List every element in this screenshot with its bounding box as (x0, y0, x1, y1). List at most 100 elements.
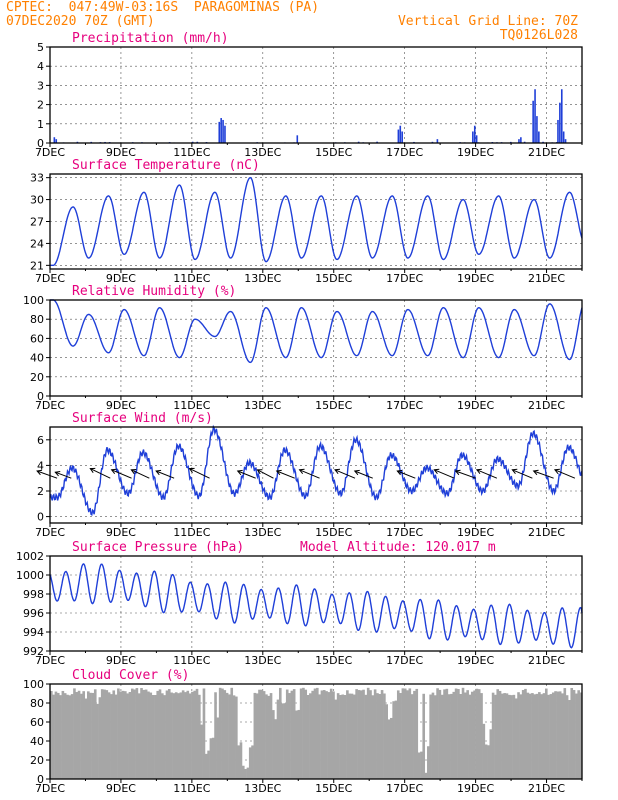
y-tick-label: 100 (23, 678, 44, 691)
y-tick-label: 1000 (16, 569, 44, 582)
cloud-bar (334, 699, 338, 779)
humidity-line (50, 299, 583, 364)
wind-arrow-head (54, 471, 61, 477)
cloud-bar (371, 695, 375, 779)
cloud-bar (137, 693, 141, 779)
cloud-bar (230, 687, 234, 779)
wind-arrow-shaft (237, 470, 256, 479)
cloud-bar (579, 692, 583, 779)
cloud-bar (288, 693, 291, 779)
wind-arrow-head (89, 467, 96, 473)
panel-rh: 0 20 40 60 80 100 7DEC 9DEC 11DEC 13DEC 15DEC 17DEC… (23, 284, 583, 412)
cloud-bar (348, 693, 351, 779)
panel-wind: 0 2 4 6 7DEC 9DEC 11DEC 13DEC 15DEC 17DEC 19DEC 21D… (35, 411, 583, 539)
wind-arrow-head (553, 468, 560, 475)
cloud-bar (535, 693, 539, 779)
y-tick-label: 27 (30, 216, 44, 229)
cloud-bar (200, 724, 203, 779)
cloud-bar (572, 690, 576, 779)
cloud-bar (575, 693, 578, 779)
wind-arrow-head (236, 469, 243, 476)
cloud-bar (385, 704, 388, 779)
x-tick-label: 13DEC (244, 654, 281, 667)
cloud-bar (170, 692, 173, 779)
cloud-bar (221, 688, 224, 779)
cloud-bar (332, 691, 335, 779)
y-tick-label: 0 (37, 390, 44, 403)
cloud-bar (80, 693, 83, 779)
wind-arrow (275, 469, 295, 479)
cloud-bar (290, 690, 294, 779)
cloud-bar (278, 687, 282, 779)
y-tick-label: 40 (30, 735, 44, 748)
cloud-bar (329, 688, 333, 779)
wind-arrow (256, 469, 274, 479)
cloud-bar (383, 693, 386, 779)
cloud-bar (124, 691, 127, 779)
cloud-bar (433, 695, 437, 779)
wind-arrow (433, 468, 455, 479)
cloud-bar (498, 690, 502, 779)
x-tick-label: 13DEC (244, 146, 281, 159)
cloud-bar (558, 691, 562, 779)
cloud-bar (484, 744, 488, 779)
x-tick-label: 15DEC (315, 146, 352, 159)
cloud-bar (239, 742, 243, 779)
cloud-bar (394, 700, 398, 779)
cloud-bar (505, 693, 509, 779)
cloud-bar (204, 753, 208, 779)
cloud-bar (512, 694, 516, 779)
x-tick-label: 9DEC (106, 526, 136, 539)
precip-bar (520, 137, 522, 143)
cloud-bar (311, 690, 314, 779)
x-tick-label: 17DEC (386, 146, 423, 159)
cloud-bar (528, 693, 532, 779)
wind-arrow-head (532, 469, 539, 476)
cloud-bar (244, 768, 247, 779)
cloud-bar (56, 692, 60, 779)
cloud-bar (87, 691, 90, 779)
cloud-bar (292, 689, 296, 779)
cloud-bar (306, 695, 310, 779)
x-tick-label: 15DEC (315, 654, 352, 667)
cloud-bar (507, 694, 511, 779)
cloud-bar (563, 688, 567, 779)
wind-arrow-shaft (476, 469, 498, 479)
wind-speed-line (49, 424, 583, 517)
wind-arrow (475, 468, 498, 479)
x-tick-label: 7DEC (35, 654, 65, 667)
cloud-bar (443, 689, 446, 779)
wind-arrow-shaft (111, 469, 132, 479)
y-tick-label: 20 (30, 754, 44, 767)
cloud-bar (403, 688, 407, 779)
cloud-bar (431, 692, 435, 779)
cloud-bar (531, 693, 534, 779)
cloud-bar (489, 729, 493, 779)
x-tick-label: 15DEC (315, 272, 352, 285)
cloud-bar (519, 694, 523, 779)
cloud-bar (429, 694, 432, 779)
wind-arrow-head (298, 468, 305, 475)
pressure-line (49, 563, 583, 649)
cloud-bar (533, 694, 537, 779)
cloud-bar (459, 694, 463, 779)
cloud-bar (193, 690, 197, 779)
wind-arrow-shaft (189, 468, 210, 479)
cloud-bar (392, 701, 395, 779)
wind-arrow-shaft (131, 469, 150, 479)
cloud-bar (241, 765, 245, 779)
cloud-bar (304, 689, 308, 779)
cloud-bar (487, 745, 490, 779)
header-grid-line: Vertical Grid Line: 70Z (397, 14, 578, 29)
model-altitude-label: Model Altitude: 120.017 m (300, 540, 496, 555)
cloud-bar (551, 692, 555, 779)
cloud-bar (207, 750, 210, 779)
panel-title: Relative Humidity (%) (72, 284, 236, 299)
cloud-bar (114, 694, 118, 779)
cloud-bar (154, 694, 157, 779)
cloud-bar (544, 688, 548, 779)
x-tick-label: 11DEC (173, 782, 210, 795)
header-run-date: 07DEC2020 70Z (GMT) (6, 14, 155, 29)
x-tick-label: 11DEC (173, 654, 210, 667)
cloud-bar (343, 695, 347, 779)
